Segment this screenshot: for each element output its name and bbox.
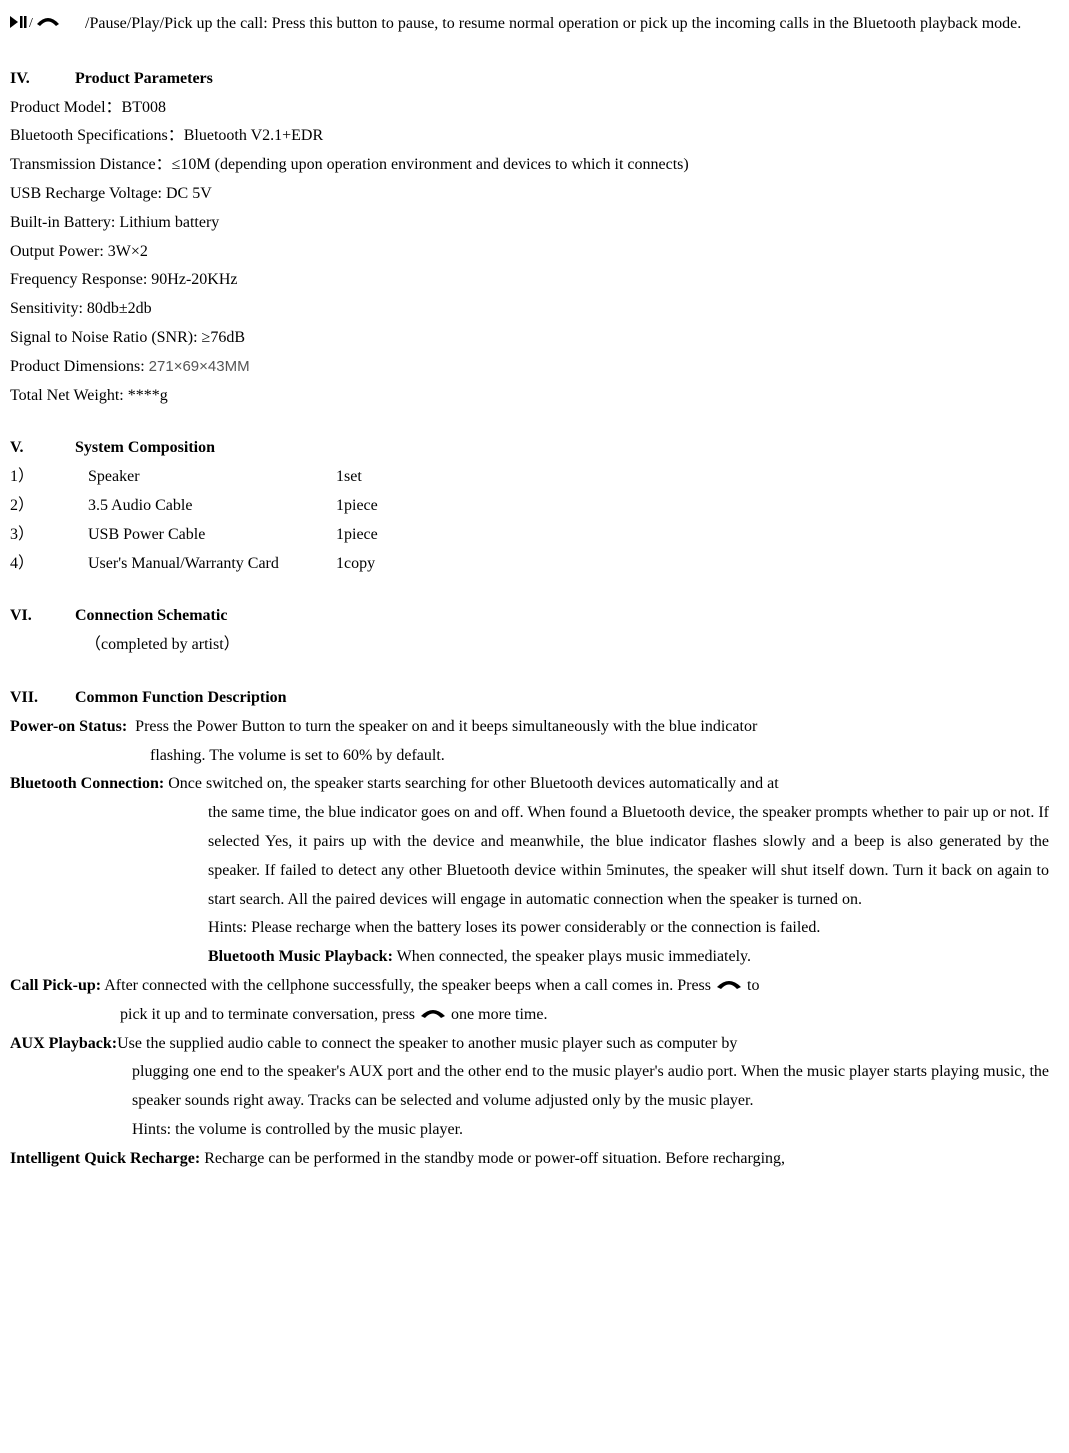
pause-play-text: /Pause/Play/Pick up the call: Press this… <box>85 10 1049 39</box>
param-sens: Sensitivity: 80db±2db <box>10 295 1049 324</box>
bt-conn-text-cont: the same time, the blue indicator goes o… <box>10 799 1049 914</box>
param-dim-val: 271×69×43MM <box>149 358 250 375</box>
param-dim-label: Product Dimensions: <box>10 358 149 375</box>
param-snr: Signal to Noise Ratio (SNR): ≥76dB <box>10 324 1049 353</box>
param-freq: Frequency Response: 90Hz-20KHz <box>10 266 1049 295</box>
bt-conn-block: Bluetooth Connection: Once switched on, … <box>10 770 1049 943</box>
bt-conn-label: Bluetooth Connection: <box>10 775 164 792</box>
power-on-block: Power-on Status: Press the Power Button … <box>10 713 1049 771</box>
param-dim: Product Dimensions: 271×69×43MM <box>10 353 1049 382</box>
aux-text-start: Use the supplied audio cable to connect … <box>117 1035 737 1052</box>
comp-item: USB Power Cable <box>88 521 336 550</box>
section-7-heading: VII.Common Function Description <box>10 684 1049 713</box>
param-usb: USB Recharge Voltage: DC 5V <box>10 180 1049 209</box>
call-text-cont: pick it up and to terminate conversation… <box>10 1001 1049 1030</box>
phone-icon <box>419 1001 447 1030</box>
table-row: 4） User's Manual/Warranty Card 1copy <box>10 550 386 579</box>
section-6-sub: （completed by artist） <box>10 631 1049 660</box>
bt-music-label: Bluetooth Music Playback: <box>208 948 393 965</box>
comp-num: 2） <box>10 492 88 521</box>
call-text1: After connected with the cellphone succe… <box>104 977 715 994</box>
play-pause-phone-icon: / <box>10 10 85 41</box>
comp-num: 1） <box>10 463 88 492</box>
comp-num: 3） <box>10 521 88 550</box>
param-weight: Total Net Weight: ****g <box>10 382 1049 411</box>
comp-qty: 1piece <box>336 492 386 521</box>
power-on-text-cont: flashing. The volume is set to 60% by de… <box>10 742 1049 771</box>
param-battery: Built-in Battery: Lithium battery <box>10 209 1049 238</box>
aux-hint: Hints: the volume is controlled by the m… <box>10 1116 1049 1145</box>
param-bt: Bluetooth Specifications：Bluetooth V2.1+… <box>10 122 1049 151</box>
section-7-title: Common Function Description <box>75 689 287 706</box>
section-6-num: VI. <box>10 602 75 631</box>
power-on-text-start: Press the Power Button to turn the speak… <box>135 718 757 735</box>
aux-label: AUX Playback: <box>10 1035 117 1052</box>
table-row: 2） 3.5 Audio Cable 1piece <box>10 492 386 521</box>
section-5-num: V. <box>10 434 75 463</box>
section-4-title: Product Parameters <box>75 70 213 87</box>
table-row: 1） Speaker 1set <box>10 463 386 492</box>
call-text-to: to <box>747 977 759 994</box>
comp-qty: 1copy <box>336 550 386 579</box>
section-6-heading: VI.Connection Schematic <box>10 602 1049 631</box>
recharge-label: Intelligent Quick Recharge: <box>10 1150 200 1167</box>
bt-conn-hint: Hints: Please recharge when the battery … <box>10 914 1049 943</box>
param-output: Output Power: 3W×2 <box>10 238 1049 267</box>
pause-play-button-description: / /Pause/Play/Pick up the call: Press th… <box>10 10 1049 41</box>
bt-conn-text-start: Once switched on, the speaker starts sea… <box>168 775 778 792</box>
section-7-num: VII. <box>10 684 75 713</box>
table-row: 3） USB Power Cable 1piece <box>10 521 386 550</box>
comp-item: User's Manual/Warranty Card <box>88 550 336 579</box>
aux-block: AUX Playback:Use the supplied audio cabl… <box>10 1030 1049 1145</box>
phone-icon <box>715 972 743 1001</box>
param-model: Product Model：BT008 <box>10 94 1049 123</box>
section-5-heading: V.System Composition <box>10 434 1049 463</box>
comp-qty: 1set <box>336 463 386 492</box>
call-block: Call Pick-up: After connected with the c… <box>10 972 1049 1030</box>
section-4-heading: IV.Product Parameters <box>10 65 1049 94</box>
param-dist: Transmission Distance：≤10M (depending up… <box>10 151 1049 180</box>
bt-music-text: When connected, the speaker plays music … <box>397 948 751 965</box>
call-label: Call Pick-up: <box>10 977 101 994</box>
section-6-title: Connection Schematic <box>75 607 227 624</box>
svg-text:/: / <box>29 16 33 30</box>
comp-num: 4） <box>10 550 88 579</box>
recharge-block: Intelligent Quick Recharge: Recharge can… <box>10 1145 1049 1174</box>
power-on-label: Power-on Status: <box>10 718 127 735</box>
section-4-num: IV. <box>10 65 75 94</box>
section-5-title: System Composition <box>75 439 215 456</box>
aux-text-cont: plugging one end to the speaker's AUX po… <box>10 1058 1049 1116</box>
comp-item: Speaker <box>88 463 336 492</box>
comp-qty: 1piece <box>336 521 386 550</box>
recharge-text: Recharge can be performed in the standby… <box>204 1150 785 1167</box>
bt-music-block: Bluetooth Music Playback: When connected… <box>10 943 1049 972</box>
comp-item: 3.5 Audio Cable <box>88 492 336 521</box>
composition-table: 1） Speaker 1set 2） 3.5 Audio Cable 1piec… <box>10 463 386 578</box>
